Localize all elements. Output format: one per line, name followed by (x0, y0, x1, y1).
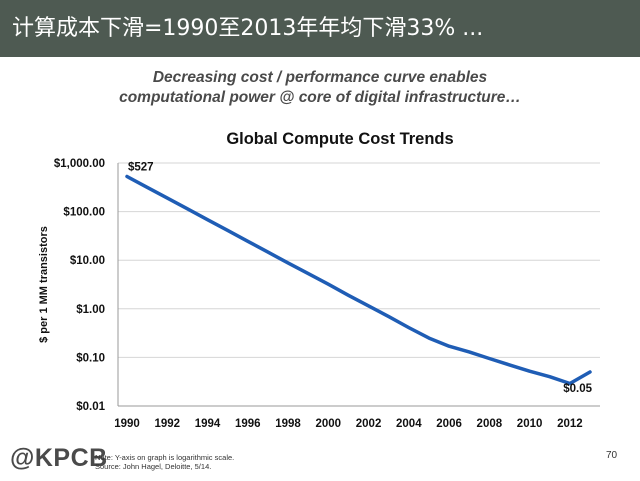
x-tick-label: 1996 (235, 418, 261, 430)
x-tick-label: 1994 (195, 418, 221, 430)
x-tick-label: 2002 (356, 418, 382, 430)
x-tick-label: 2000 (316, 418, 342, 430)
x-tick-label: 1990 (114, 418, 140, 430)
title-banner: 计算成本下滑=1990至2013年年均下滑33% ... (0, 0, 640, 57)
y-tick-label: $100.00 (63, 207, 105, 219)
x-tick-label: 2012 (557, 418, 583, 430)
subtitle-line-1: Decreasing cost / performance curve enab… (152, 69, 488, 86)
series-line-compute-cost (125, 174, 592, 386)
data-label-start: $527 (128, 162, 154, 174)
subtitle-line-2: computational power @ core of digital in… (119, 89, 521, 106)
footnote-line-1: Note: Y-axis on graph is logarithmic sca… (95, 453, 235, 462)
x-tick-label: 1992 (154, 418, 180, 430)
data-label-end: $0.05 (563, 383, 592, 395)
x-tick-label: 2006 (436, 418, 462, 430)
y-tick-label: $1,000.00 (54, 158, 105, 170)
page-number: 70 (606, 450, 618, 461)
x-tick-label: 2004 (396, 418, 422, 430)
y-tick-label: $1.00 (76, 304, 105, 316)
kpcb-logo: @KPCB (10, 444, 108, 472)
y-tick-label: $0.10 (76, 352, 105, 364)
y-tick-label: $0.01 (76, 401, 105, 413)
x-tick-label: 2010 (517, 418, 543, 430)
slide-title: 计算成本下滑=1990至2013年年均下滑33% ... (12, 16, 484, 41)
chart-title: Global Compute Cost Trends (226, 130, 453, 148)
x-tick-label: 2008 (477, 418, 503, 430)
footnote-line-2: Source: John Hagel, Deloitte, 5/14. (95, 462, 212, 471)
y-tick-label: $10.00 (70, 255, 105, 267)
x-tick-label: 1998 (275, 418, 301, 430)
y-axis-label: $ per 1 MM transistors (38, 226, 50, 343)
